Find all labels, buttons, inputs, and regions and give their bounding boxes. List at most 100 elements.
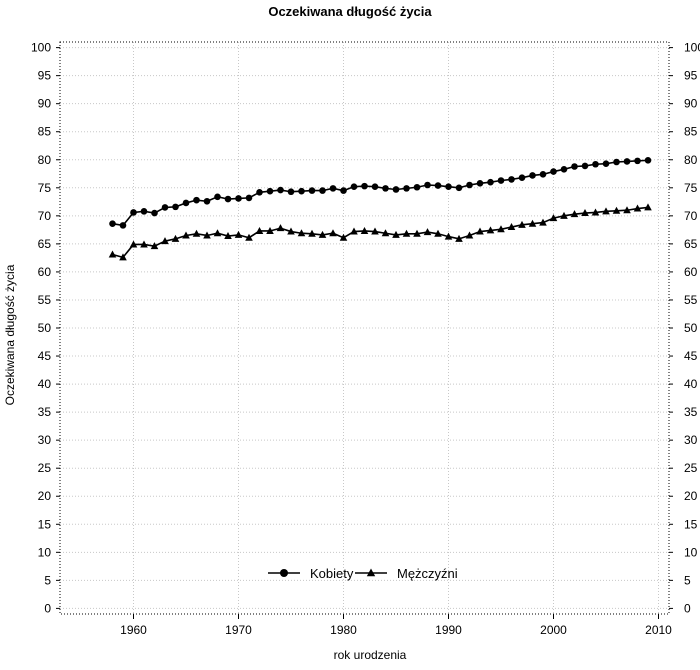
data-point: [612, 206, 621, 214]
data-point: [140, 208, 148, 215]
data-point: [151, 209, 158, 217]
y-tick-label-left: 65: [38, 237, 52, 251]
data-point: [213, 229, 222, 237]
y-axis-left: 0 5 10 15 20 25 30 35 40 45 50 55 60 65 70 75 80 85 90 95 10…: [31, 41, 60, 615]
data-point: [130, 209, 137, 216]
y-tick-label-left: 50: [38, 321, 52, 335]
x-tick-label: 1990: [435, 623, 462, 637]
y-tick-label-right: 0: [684, 601, 691, 615]
y-tick-label-left: 55: [38, 293, 52, 307]
data-point: [287, 188, 295, 196]
x-axis: 1960 1970 1980 1990 2000 2010: [120, 614, 672, 637]
data-point: [129, 240, 138, 248]
data-point: [319, 187, 326, 194]
data-point: [497, 177, 505, 184]
data-point: [308, 229, 316, 237]
y-tick-label-right: 5: [684, 573, 691, 587]
grid: [60, 42, 669, 614]
data-point: [434, 229, 442, 237]
y-tick-label-right: 60: [684, 265, 698, 279]
y-tick-label-right: 30: [684, 433, 698, 447]
data-point: [570, 210, 579, 218]
data-point: [339, 233, 348, 241]
data-point: [602, 207, 610, 215]
data-point: [245, 233, 253, 241]
legend: Kobiety Mężczyźni: [268, 566, 458, 581]
data-point: [172, 203, 179, 211]
y-tick-label-right: 65: [684, 237, 698, 251]
y-tick-label-right: 15: [684, 517, 698, 531]
y-tick-label-left: 10: [38, 545, 52, 559]
data-point: [308, 187, 316, 194]
data-point: [592, 160, 599, 168]
series-kobiety: [109, 157, 652, 229]
data-point: [529, 172, 536, 179]
y-tick-label-left: 0: [44, 601, 51, 615]
data-point: [360, 226, 369, 234]
y-axis-right: 0 5 10 15 20 25 30 35 40 45 50 55 60 65 70 75 80 85 90 95 10…: [669, 41, 700, 615]
y-axis-label: Oczekiwana długość życia: [3, 264, 17, 406]
y-tick-label-right: 45: [684, 349, 698, 363]
y-tick-label-left: 5: [44, 573, 51, 587]
data-point: [424, 181, 431, 189]
legend-label: Kobiety: [310, 566, 354, 581]
y-tick-label-right: 80: [684, 153, 698, 167]
data-point: [298, 187, 305, 195]
data-point: [581, 162, 589, 170]
y-tick-label-right: 20: [684, 489, 698, 503]
data-point: [109, 220, 116, 227]
data-point: [581, 209, 589, 217]
x-tick-label: 1960: [120, 623, 147, 637]
data-point: [161, 204, 169, 211]
y-tick-label-right: 25: [684, 461, 698, 475]
data-point: [234, 230, 243, 238]
data-point: [203, 231, 211, 239]
data-point: [381, 229, 390, 237]
data-point: [602, 160, 610, 167]
data-point: [161, 237, 169, 245]
data-point: [329, 229, 337, 237]
legend-item-kobiety: Kobiety: [268, 566, 354, 581]
series-line: [112, 206, 649, 259]
data-point: [277, 186, 284, 194]
x-tick-label: 2010: [645, 623, 672, 637]
data-point: [287, 227, 295, 235]
data-point: [633, 204, 642, 212]
data-point: [350, 183, 358, 190]
y-tick-label-right: 75: [684, 181, 698, 195]
data-point: [224, 232, 232, 240]
data-point: [350, 227, 358, 235]
y-tick-label-right: 90: [684, 97, 698, 111]
data-point: [255, 226, 264, 234]
data-point: [508, 176, 515, 183]
legend-label: Mężczyźni: [397, 566, 458, 581]
data-point: [402, 229, 411, 237]
data-point: [539, 218, 547, 226]
data-point: [235, 195, 242, 202]
data-point: [444, 232, 453, 240]
series-layer: [108, 157, 652, 261]
data-point: [119, 253, 127, 261]
data-point: [276, 224, 285, 232]
data-point: [182, 199, 190, 207]
data-point: [486, 226, 495, 234]
data-point: [644, 157, 652, 164]
series-mezczyzni: [108, 203, 652, 261]
data-point: [108, 250, 117, 258]
data-point: [507, 223, 516, 231]
y-tick-label-left: 45: [38, 349, 52, 363]
data-point: [644, 203, 652, 211]
data-point: [487, 178, 494, 186]
data-point: [382, 185, 389, 192]
y-tick-label-left: 35: [38, 405, 52, 419]
data-point: [371, 183, 379, 190]
data-point: [119, 222, 127, 229]
data-point: [318, 230, 327, 238]
data-point: [214, 193, 221, 201]
data-point: [623, 158, 631, 165]
y-tick-label-right: 50: [684, 321, 698, 335]
data-point: [518, 174, 526, 182]
data-point: [392, 186, 400, 193]
y-tick-label-left: 100: [31, 41, 51, 55]
data-point: [245, 194, 253, 202]
